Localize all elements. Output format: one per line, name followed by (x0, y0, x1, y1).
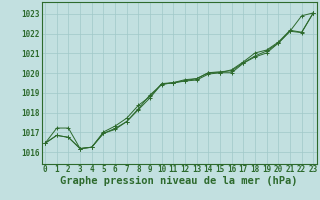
X-axis label: Graphe pression niveau de la mer (hPa): Graphe pression niveau de la mer (hPa) (60, 176, 298, 186)
